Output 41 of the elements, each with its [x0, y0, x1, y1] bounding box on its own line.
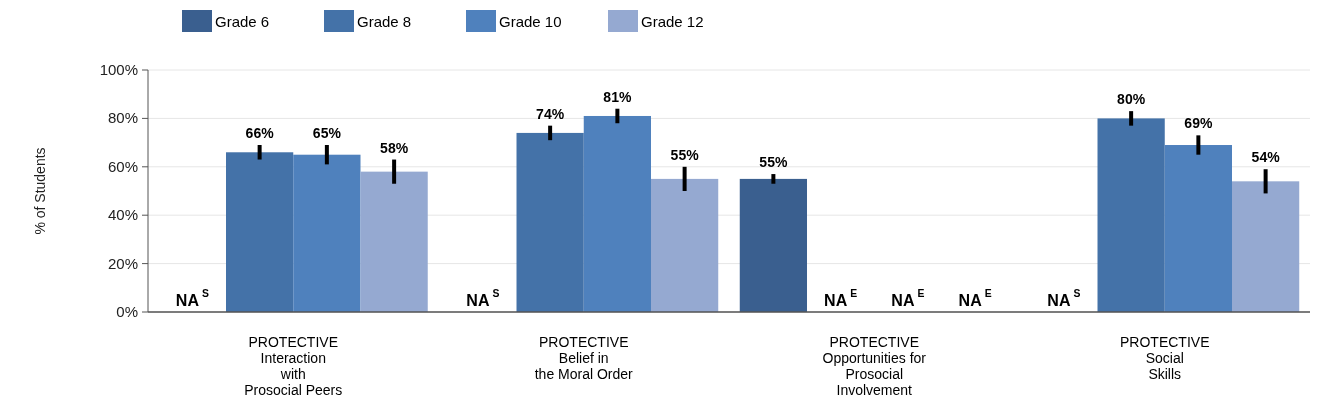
text: NA$^{E}$: [891, 288, 925, 309]
bar: [651, 178, 719, 312]
y-tick-label: 20%: [107, 254, 138, 272]
data-label: 81%: [603, 88, 632, 105]
text: NA$^{E}$: [958, 288, 992, 309]
legend-label: Grade 6: [215, 13, 270, 30]
y-tick-label: 0%: [116, 303, 138, 320]
y-tick-label: 60%: [107, 157, 138, 175]
legend-label: Grade 8: [357, 13, 412, 30]
text: NA$^{S}$: [175, 288, 209, 309]
bar: [293, 154, 361, 312]
bar: [1232, 181, 1300, 312]
y-axis-title: % of Students: [32, 147, 48, 235]
x-tick-label: PROTECTIVE Interaction with Prosocial Peers: [244, 334, 343, 398]
x-tick-label: PROTECTIVE Belief in the Moral Order: [534, 334, 634, 382]
data-label: 74%: [536, 105, 565, 122]
x-tick-label: PROTECTIVE Opportunities for Prosocial Involvement: [822, 334, 927, 398]
data-label: 58%: [380, 139, 409, 156]
text: NA$^{S}$: [466, 288, 500, 309]
bar: [583, 115, 651, 312]
legend-label: Grade 10: [499, 13, 562, 30]
data-label: 66%: [245, 125, 275, 142]
legend-label: Grade 12: [641, 13, 704, 30]
data-label: 54%: [1251, 149, 1281, 166]
bar: [360, 171, 428, 312]
data-label: 55%: [759, 154, 788, 171]
data-label: 55%: [670, 146, 700, 163]
data-label: 65%: [312, 125, 342, 142]
text: NA$^{S}$: [1047, 288, 1081, 309]
x-tick-label: PROTECTIVE Social Skills: [1120, 334, 1210, 382]
bar: [226, 152, 294, 312]
y-tick-label: 40%: [107, 206, 138, 224]
bar: [1097, 118, 1165, 312]
bar: [516, 132, 584, 312]
bar: [739, 178, 807, 312]
y-tick-label: 100%: [99, 61, 138, 78]
data-label: 80%: [1117, 91, 1146, 108]
data-label: 69%: [1184, 115, 1213, 132]
bar: [1164, 145, 1232, 312]
y-tick-label: 80%: [107, 109, 138, 127]
text: NA$^{E}$: [824, 288, 858, 309]
